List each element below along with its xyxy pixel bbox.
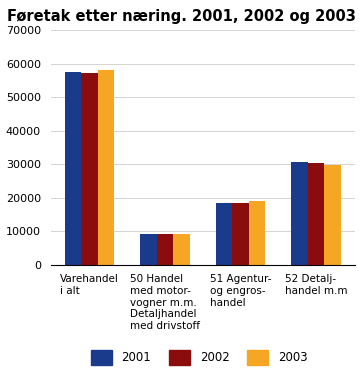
Legend: 2001, 2002, 2003: 2001, 2002, 2003 (87, 347, 311, 368)
Bar (157, 234, 173, 265)
Text: Føretak etter næring. 2001, 2002 og 2003: Føretak etter næring. 2001, 2002 og 2003 (7, 9, 356, 25)
Bar (308, 164, 324, 265)
Bar (324, 165, 341, 265)
Bar (81, 73, 98, 265)
Bar (173, 234, 190, 265)
Bar (98, 70, 114, 265)
Bar (64, 72, 81, 265)
Bar (249, 201, 265, 265)
Bar (291, 163, 308, 265)
Bar (232, 203, 249, 265)
Bar (215, 203, 232, 265)
Bar (140, 234, 157, 265)
